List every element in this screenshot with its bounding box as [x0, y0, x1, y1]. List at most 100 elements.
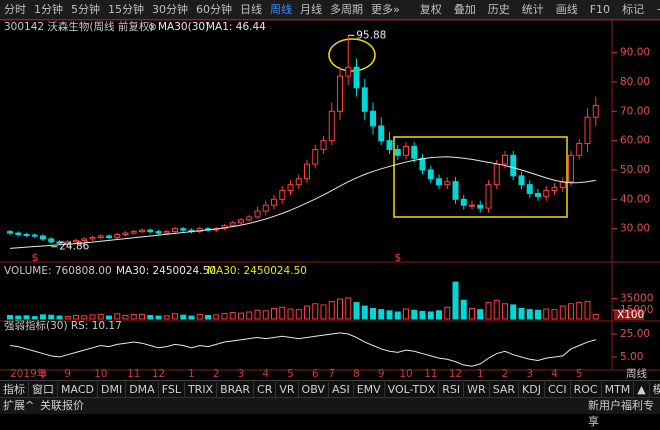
indicator-tab[interactable]: RSI	[439, 381, 465, 397]
volume-bar	[221, 312, 228, 320]
candle-body	[320, 140, 327, 150]
candle-body	[493, 163, 500, 186]
toolbar-item[interactable]: 复权	[419, 3, 442, 16]
candle-body	[584, 116, 591, 145]
volume-bar	[64, 315, 71, 320]
toolbar-item[interactable]: 5分钟	[71, 3, 100, 16]
volume-bar	[229, 312, 236, 320]
indicator-tab[interactable]: OBV	[299, 381, 329, 397]
volume-title: VOLUME: 760808.00	[4, 265, 112, 277]
indicator-tab[interactable]: 指标	[0, 381, 29, 397]
indicator-tab[interactable]: EMV	[354, 381, 385, 397]
max-label: 95.88	[356, 29, 386, 41]
candle-body	[262, 204, 269, 212]
toolbar-item[interactable]: 更多»	[371, 3, 400, 16]
indicator-tab[interactable]: VOL-TDX	[385, 381, 440, 397]
y-tick-label: 70.00	[620, 105, 650, 117]
promo[interactable]: 新用户福利专享	[588, 399, 654, 428]
y-tick-label: 90.00	[620, 47, 650, 59]
volume-bar	[452, 281, 459, 320]
volume-bar	[73, 314, 79, 320]
related-quotes[interactable]: 关联报价	[40, 399, 84, 412]
ma-line	[9, 156, 596, 249]
toolbar-item[interactable]: 叠加	[453, 3, 476, 16]
toolbar-item[interactable]: F10	[589, 3, 611, 16]
indicator-tab[interactable]: ▲	[634, 381, 650, 397]
x-tick-label: 10	[399, 368, 412, 380]
indicator-tab[interactable]: MACD	[58, 381, 98, 397]
volume-bar	[559, 305, 566, 320]
volume-bar	[155, 315, 162, 320]
volume-bar	[213, 314, 220, 320]
ma-label: MA1: 46.44	[206, 21, 266, 33]
toolbar-item[interactable]: 多周期	[330, 3, 363, 16]
volume-bar	[205, 314, 211, 320]
toolbar-item[interactable]: +自选	[652, 0, 660, 19]
toolbar-item[interactable]: 分时	[4, 3, 26, 16]
indicator-tab[interactable]: ASI	[329, 381, 354, 397]
indicator-tab[interactable]: FSL	[159, 381, 185, 397]
toolbar-item[interactable]: 历史	[487, 3, 510, 16]
indicator-tab[interactable]: DMI	[98, 381, 127, 397]
indicator-tab[interactable]: KDJ	[519, 381, 545, 397]
volume-bar	[436, 310, 442, 320]
candle-body	[469, 204, 475, 207]
toolbar-item[interactable]: 1分钟	[34, 3, 63, 16]
volume-bar	[378, 309, 385, 320]
indicator-tab[interactable]: CR	[254, 381, 277, 397]
volume-bar	[196, 313, 203, 320]
toolbar-item[interactable]: 30分钟	[152, 3, 188, 16]
candle-body	[139, 229, 145, 233]
volume-bar	[510, 304, 517, 320]
candle-body	[254, 210, 261, 218]
toolbar-item[interactable]: 画线	[555, 3, 578, 16]
candle-body	[40, 235, 46, 240]
candle-body	[106, 235, 112, 238]
toolbar-item[interactable]: 60分钟	[196, 3, 232, 16]
indicator-tab[interactable]: BRAR	[217, 381, 255, 397]
candle-body	[576, 143, 583, 156]
x-tick-label: 11	[424, 368, 437, 380]
volume-bar	[353, 302, 360, 320]
indicator-tab[interactable]: CCI	[545, 381, 571, 397]
indicator: MA30(30)	[158, 21, 209, 33]
x-tick-label: 5	[287, 368, 294, 380]
indicator-tab[interactable]: VR	[276, 381, 299, 397]
candle-body	[353, 66, 360, 89]
indicator-tab[interactable]: DMA	[126, 381, 159, 397]
volume-unit: X100	[617, 309, 644, 321]
x-tick-label: 4	[551, 368, 558, 380]
volume-bar	[262, 310, 269, 320]
volume-bar	[147, 314, 154, 320]
candle-body	[81, 238, 88, 241]
candle-body	[592, 104, 599, 118]
volume-bar	[444, 306, 451, 320]
toolbar-item[interactable]: 标记	[622, 3, 645, 16]
indicator-tab[interactable]: SAR	[490, 381, 520, 397]
candle-body	[543, 190, 550, 197]
volume-ma: MA30: 2450024.50	[207, 265, 307, 277]
candle-body	[180, 228, 187, 231]
candle-body	[535, 192, 541, 197]
indicator-tab[interactable]: 窗口	[29, 381, 58, 397]
close-icon[interactable]: ⊗	[148, 21, 157, 33]
indicator-tab[interactable]: 模板	[650, 382, 660, 397]
toolbar-item[interactable]: 周线	[270, 3, 292, 16]
toolbar-item[interactable]: 统计	[521, 3, 544, 16]
volume-bar	[114, 313, 121, 320]
candle-body	[444, 181, 451, 186]
unit-box	[614, 309, 644, 320]
toolbar-item[interactable]: 月线	[300, 3, 322, 16]
indicator-tab[interactable]: WR	[464, 381, 490, 397]
volume-bar	[163, 315, 170, 320]
expand-button[interactable]: 扩展^	[3, 399, 35, 412]
toolbar-item[interactable]: 15分钟	[108, 3, 144, 16]
volume-bar	[279, 306, 286, 320]
x-tick-label: 2	[213, 368, 220, 380]
indicator-tab[interactable]: ROC	[571, 381, 602, 397]
candle-body	[460, 198, 467, 206]
toolbar-item[interactable]: 日线	[240, 3, 262, 16]
indicator-tab[interactable]: MTM	[602, 381, 635, 397]
indicator-tab[interactable]: TRIX	[185, 381, 218, 397]
